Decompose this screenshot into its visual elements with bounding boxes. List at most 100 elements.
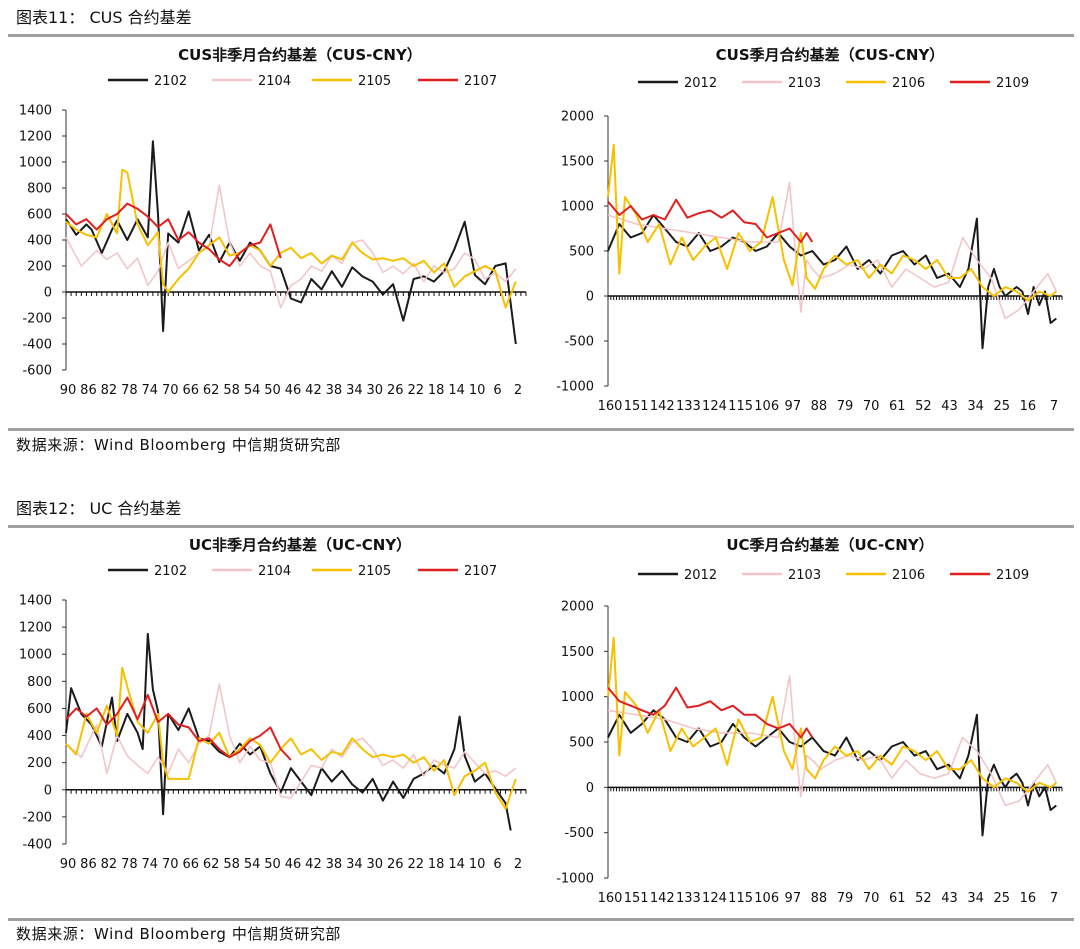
- series-line-2107: [65, 693, 292, 761]
- x-tick-label: 74: [142, 383, 159, 398]
- legend-label-2104: 2104: [258, 564, 291, 579]
- x-tick-label: 10: [469, 857, 486, 872]
- y-tick-label: 200: [27, 260, 52, 275]
- x-tick-label: 88: [811, 891, 828, 906]
- y-tick-label: 1400: [19, 104, 52, 119]
- x-tick-label: 58: [223, 383, 240, 398]
- x-tick-label: 82: [101, 857, 118, 872]
- legend-label-2102: 2102: [154, 564, 187, 579]
- y-tick-label: -500: [564, 335, 594, 350]
- y-tick-label: -500: [564, 826, 594, 841]
- chart-title: UC季月合约基差（UC-CNY）: [726, 536, 933, 554]
- x-tick-label: 124: [702, 399, 727, 410]
- y-tick-label: -1000: [556, 872, 594, 887]
- chart-title: CUS非季月合约基差（CUS-CNY）: [178, 46, 422, 64]
- y-tick-label: 400: [27, 729, 52, 744]
- x-tick-label: 54: [244, 383, 261, 398]
- legend-label-2105: 2105: [358, 74, 391, 89]
- x-tick-label: 54: [244, 857, 261, 872]
- chart-title: UC非季月合约基差（UC-CNY）: [189, 536, 411, 554]
- x-tick-label: 18: [428, 857, 445, 872]
- chart-legend: 2012 2103 2106 2109: [638, 568, 1029, 583]
- x-tick-label: 124: [702, 891, 727, 906]
- x-tick-label: 66: [182, 383, 199, 398]
- y-tick-label: 1200: [19, 130, 52, 145]
- x-tick-label: 14: [448, 857, 465, 872]
- y-tick-label: 1500: [561, 645, 594, 660]
- x-tick-label: 26: [387, 383, 404, 398]
- y-tick-label: 400: [27, 234, 52, 249]
- series-line-2102: [65, 632, 512, 831]
- x-tick-label: 90: [60, 383, 77, 398]
- y-tick-label: 1000: [19, 648, 52, 663]
- x-tick-label: 50: [264, 383, 281, 398]
- chart-legend: 2102 2104 2105 2107: [108, 74, 497, 89]
- x-tick-label: 6: [493, 857, 501, 872]
- x-tick-label: 151: [624, 891, 649, 906]
- legend-label-2106: 2106: [892, 568, 925, 583]
- x-tick-label: 133: [676, 891, 701, 906]
- chart-legend: 2012 2103 2106 2109: [638, 76, 1029, 91]
- x-tick-label: 34: [967, 891, 984, 906]
- series-line-2012: [607, 214, 1057, 350]
- x-tick-label: 142: [650, 891, 675, 906]
- x-tick-label: 133: [676, 399, 701, 410]
- cus-quarterly-basis-chart: CUS季月合约基差（CUS-CNY） 2012 2103 2106 2109 2000…: [556, 46, 1063, 411]
- x-tick-label: 97: [785, 399, 802, 410]
- y-tick-label: 0: [44, 783, 52, 798]
- x-tick-label: 42: [305, 857, 322, 872]
- y-tick-label: 600: [27, 208, 52, 223]
- figure-12-title: 图表12： UC 合约基差: [16, 499, 182, 518]
- x-tick-label: 22: [407, 857, 424, 872]
- legend-label-2103: 2103: [788, 568, 821, 583]
- x-tick-label: 50: [264, 857, 281, 872]
- x-tick-label: 61: [889, 399, 906, 410]
- series-line-2104: [65, 683, 517, 799]
- y-tick-label: -400: [22, 838, 52, 853]
- legend-label-2107: 2107: [464, 564, 497, 579]
- x-tick-label: 14: [448, 383, 465, 398]
- x-tick-label: 106: [754, 399, 779, 410]
- x-tick-label: 115: [728, 399, 753, 410]
- x-tick-label: 38: [326, 857, 343, 872]
- x-tick-label: 160: [598, 891, 623, 906]
- x-tick-label: 79: [837, 891, 854, 906]
- chart-tick-labels: 2000 1500 1000 500 0 -500 -1000 160 151 142 133 124…: [556, 110, 1058, 411]
- x-tick-label: 46: [285, 857, 302, 872]
- y-tick-label: -1000: [556, 380, 594, 395]
- figure-12-top-rule: [8, 525, 1074, 528]
- series-line-2105: [65, 666, 517, 810]
- x-tick-label: 18: [428, 383, 445, 398]
- x-tick-label: 38: [326, 383, 343, 398]
- legend-label-2109: 2109: [996, 568, 1029, 583]
- series-line-2106: [607, 636, 1057, 793]
- chart-axes: [604, 605, 1063, 879]
- y-tick-label: 2000: [561, 110, 594, 125]
- y-tick-label: 0: [44, 286, 52, 301]
- y-tick-label: -200: [22, 810, 52, 825]
- series-line-2106: [607, 143, 1057, 302]
- x-tick-label: 7: [1050, 891, 1058, 906]
- x-tick-label: 70: [863, 399, 880, 410]
- y-tick-label: 1400: [19, 594, 52, 609]
- x-tick-label: 52: [915, 891, 932, 906]
- y-tick-label: 500: [569, 245, 594, 260]
- y-tick-label: 600: [27, 702, 52, 717]
- y-tick-label: 1200: [19, 621, 52, 636]
- y-tick-label: 1000: [19, 156, 52, 171]
- legend-label-2104: 2104: [258, 74, 291, 89]
- x-tick-label: 61: [889, 891, 906, 906]
- y-tick-label: 800: [27, 182, 52, 197]
- series-line-2109: [607, 198, 814, 243]
- x-tick-label: 25: [993, 891, 1010, 906]
- x-tick-label: 30: [367, 857, 384, 872]
- x-tick-label: 97: [785, 891, 802, 906]
- legend-label-2012: 2012: [684, 568, 717, 583]
- x-tick-label: 70: [162, 857, 179, 872]
- x-tick-label: 16: [1020, 891, 1037, 906]
- x-tick-label: 42: [305, 383, 322, 398]
- series-line-2012: [607, 709, 1057, 837]
- y-tick-label: -200: [22, 312, 52, 327]
